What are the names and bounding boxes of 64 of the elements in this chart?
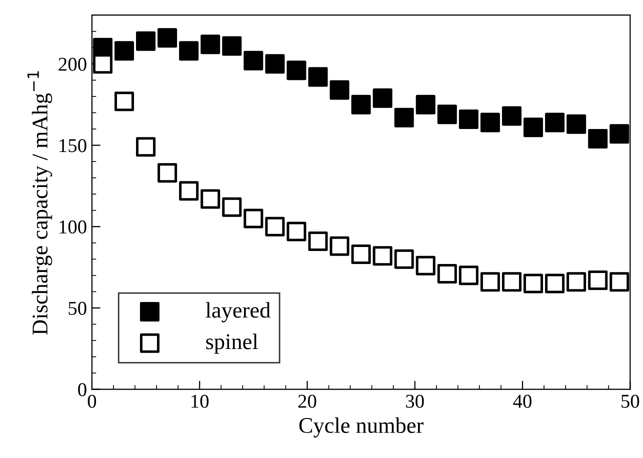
x-tick-label: 50 [622,394,640,408]
point [136,31,156,51]
point [244,208,264,228]
point [244,50,264,70]
point [265,54,285,74]
point [372,246,392,266]
point [566,272,586,292]
point [524,118,544,138]
point [179,41,199,61]
point [437,104,457,124]
point [330,80,350,100]
point [480,272,500,292]
y-tick-label: 50 [68,302,86,315]
x-tick-label: 40 [513,394,532,408]
point [200,34,220,54]
point [502,272,522,292]
point [437,264,457,284]
point [416,256,436,276]
y-axis-title: Discharge capacity / mAhg$^{−1}$ [27,71,52,335]
point [158,28,178,48]
x-axis-title: Cycle number [299,417,424,438]
x-tick-label: 20 [298,394,316,408]
point [200,189,220,209]
point [610,272,630,292]
point [458,266,478,286]
y-tick-label: 150 [60,139,86,152]
point [416,94,436,114]
point [179,181,199,201]
point [372,88,392,108]
point [566,114,586,134]
point [158,163,178,183]
point [114,41,134,61]
legend-label: spinel [206,334,258,354]
point [286,60,306,80]
point [545,274,565,294]
point [92,54,112,74]
point [502,106,522,126]
point [588,129,608,149]
point [524,274,544,294]
point [308,67,328,87]
point [330,236,350,256]
point [480,112,500,132]
point [136,137,156,157]
y-tick-label: 0 [78,383,86,396]
x-tick-label: 0 [88,394,96,408]
point [394,108,414,128]
point [222,36,242,56]
point [286,222,306,242]
x-tick-label: 10 [192,394,209,408]
point [394,249,414,269]
point [545,112,565,132]
point [265,216,285,236]
y-tick-label: 100 [60,220,86,234]
x-tick-label: 30 [406,394,424,408]
point [610,124,630,144]
point [114,92,134,112]
point [588,270,608,290]
point [222,197,242,217]
point [308,232,328,252]
point [351,244,371,264]
point [458,109,478,129]
legend-label: layered [206,302,270,322]
point [351,94,371,114]
y-tick-label: 200 [58,58,86,71]
